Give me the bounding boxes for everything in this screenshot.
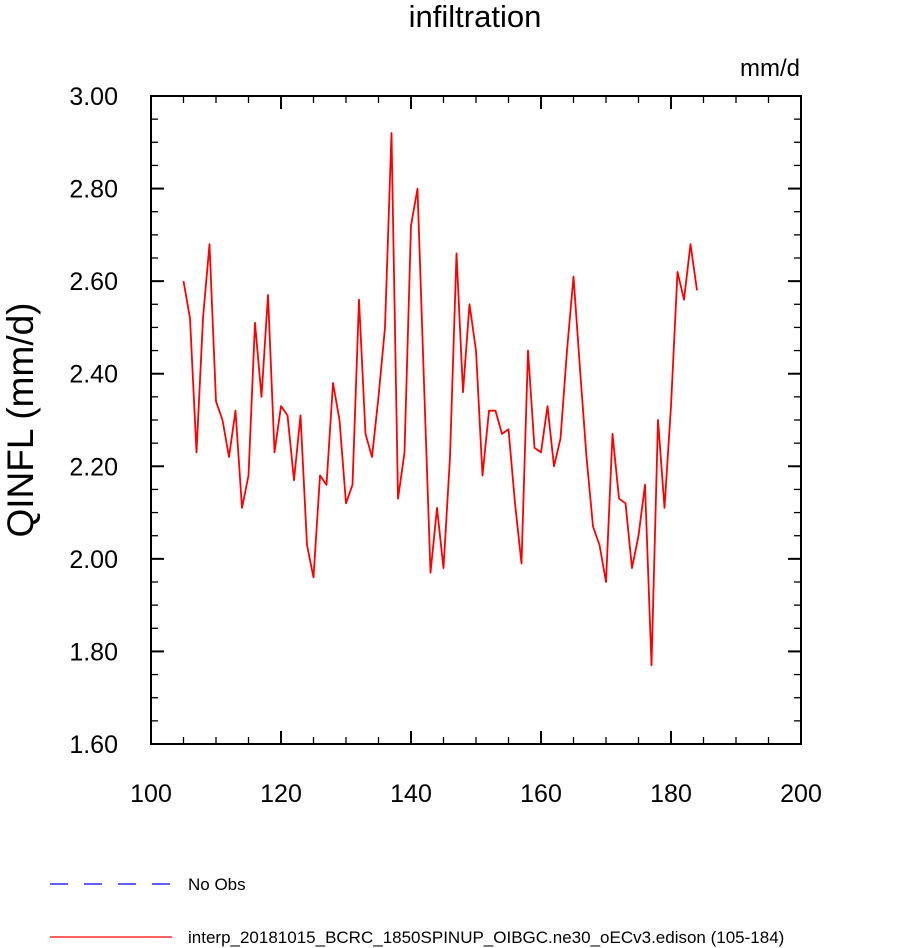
y-tick-label: 3.00	[69, 83, 118, 111]
x-tick-label: 100	[130, 780, 172, 808]
units-label: mm/d	[740, 55, 800, 82]
chart-title: infiltration	[409, 0, 542, 34]
legend: No Obs interp_20181015_BCRC_1850SPINUP_O…	[50, 875, 784, 947]
legend-label-no-obs: No Obs	[188, 875, 246, 894]
y-tick-label: 2.40	[69, 361, 118, 389]
x-tick-label: 120	[260, 780, 302, 808]
axis-ticks: 100 120 140 160 180 200 1.60 1.80 2.00 2.20 2.40 2.…	[69, 83, 822, 808]
x-tick-label: 180	[650, 780, 692, 808]
y-tick-label: 2.00	[69, 546, 118, 574]
x-tick-label: 160	[520, 780, 562, 808]
y-tick-label: 1.80	[69, 638, 118, 666]
plot-area	[182, 132, 698, 667]
y-tick-label: 1.60	[69, 731, 118, 759]
y-tick-label: 2.60	[69, 268, 118, 296]
legend-label-model: interp_20181015_BCRC_1850SPINUP_OIBGC.ne…	[188, 928, 784, 947]
y-tick-label: 2.80	[69, 176, 118, 204]
y-tick-label: 2.20	[69, 453, 118, 481]
x-tick-label: 140	[390, 780, 432, 808]
plot-frame	[150, 95, 802, 745]
series-line	[182, 132, 698, 667]
x-tick-label: 200	[780, 780, 822, 808]
y-axis-label: QINFL (mm/d)	[0, 302, 41, 537]
